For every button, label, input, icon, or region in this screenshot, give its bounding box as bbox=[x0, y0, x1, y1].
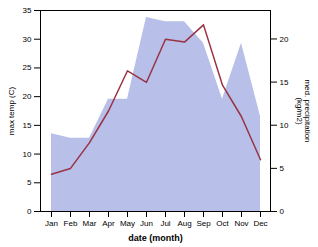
svg-text:Aug: Aug bbox=[177, 219, 191, 228]
svg-text:15: 15 bbox=[280, 78, 289, 87]
svg-text:0: 0 bbox=[27, 207, 32, 216]
svg-text:Jan: Jan bbox=[45, 219, 58, 228]
svg-text:35: 35 bbox=[23, 6, 32, 15]
svg-text:0: 0 bbox=[280, 207, 285, 216]
svg-text:20: 20 bbox=[280, 35, 289, 44]
svg-text:Nov: Nov bbox=[234, 219, 248, 228]
svg-text:Feb: Feb bbox=[64, 219, 78, 228]
svg-text:date (month): date (month) bbox=[128, 233, 183, 243]
svg-text:15: 15 bbox=[23, 121, 32, 130]
svg-text:10: 10 bbox=[280, 121, 289, 130]
svg-text:Oct: Oct bbox=[216, 219, 229, 228]
svg-text:max temp (C): max temp (C) bbox=[7, 86, 16, 135]
svg-text:May: May bbox=[120, 219, 135, 228]
svg-text:med. precipitation(kg/m2): med. precipitation(kg/m2) bbox=[295, 79, 312, 142]
svg-text:25: 25 bbox=[23, 63, 32, 72]
svg-text:Mar: Mar bbox=[83, 219, 97, 228]
svg-text:Jul: Jul bbox=[160, 219, 170, 228]
svg-text:Jun: Jun bbox=[140, 219, 153, 228]
svg-text:30: 30 bbox=[23, 35, 32, 44]
svg-text:Sep: Sep bbox=[196, 219, 211, 228]
svg-text:Apr: Apr bbox=[102, 219, 115, 228]
svg-text:Dec: Dec bbox=[253, 219, 267, 228]
svg-text:5: 5 bbox=[280, 164, 285, 173]
svg-text:10: 10 bbox=[23, 150, 32, 159]
svg-text:5: 5 bbox=[27, 178, 32, 187]
svg-text:20: 20 bbox=[23, 92, 32, 101]
